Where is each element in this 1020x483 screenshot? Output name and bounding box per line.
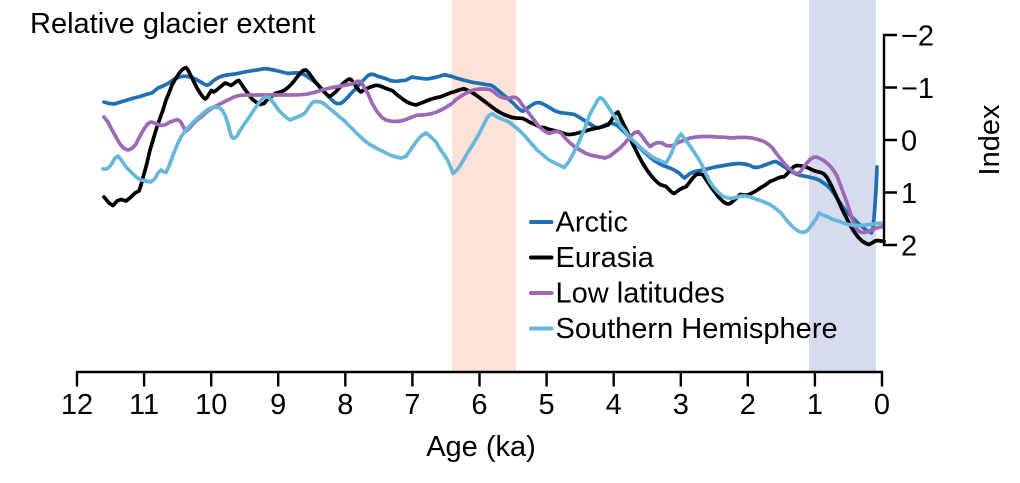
svg-text:9: 9 bbox=[270, 389, 286, 421]
svg-text:11: 11 bbox=[129, 389, 159, 421]
svg-text:Relative glacier extent: Relative glacier extent bbox=[30, 8, 315, 40]
svg-text:Age (ka): Age (ka) bbox=[426, 431, 536, 463]
svg-text:Arctic: Arctic bbox=[556, 207, 629, 239]
svg-text:8: 8 bbox=[337, 389, 353, 421]
svg-text:1: 1 bbox=[807, 389, 823, 421]
svg-text:−2: −2 bbox=[901, 21, 934, 53]
svg-text:3: 3 bbox=[673, 389, 689, 421]
svg-text:0: 0 bbox=[874, 389, 890, 421]
svg-text:2: 2 bbox=[740, 389, 756, 421]
svg-text:12: 12 bbox=[61, 389, 93, 421]
svg-text:0: 0 bbox=[901, 126, 917, 158]
svg-text:2: 2 bbox=[901, 231, 917, 263]
svg-text:−1: −1 bbox=[901, 73, 934, 105]
svg-text:Southern Hemisphere: Southern Hemisphere bbox=[556, 313, 838, 345]
svg-text:Low latitudes: Low latitudes bbox=[556, 278, 725, 310]
svg-text:7: 7 bbox=[404, 389, 420, 421]
svg-text:Eurasia: Eurasia bbox=[556, 242, 655, 274]
svg-text:5: 5 bbox=[539, 389, 555, 421]
svg-text:6: 6 bbox=[471, 389, 487, 421]
svg-text:4: 4 bbox=[606, 389, 622, 421]
svg-text:Index: Index bbox=[974, 104, 1006, 175]
svg-text:10: 10 bbox=[195, 389, 227, 421]
svg-text:1: 1 bbox=[901, 178, 917, 210]
